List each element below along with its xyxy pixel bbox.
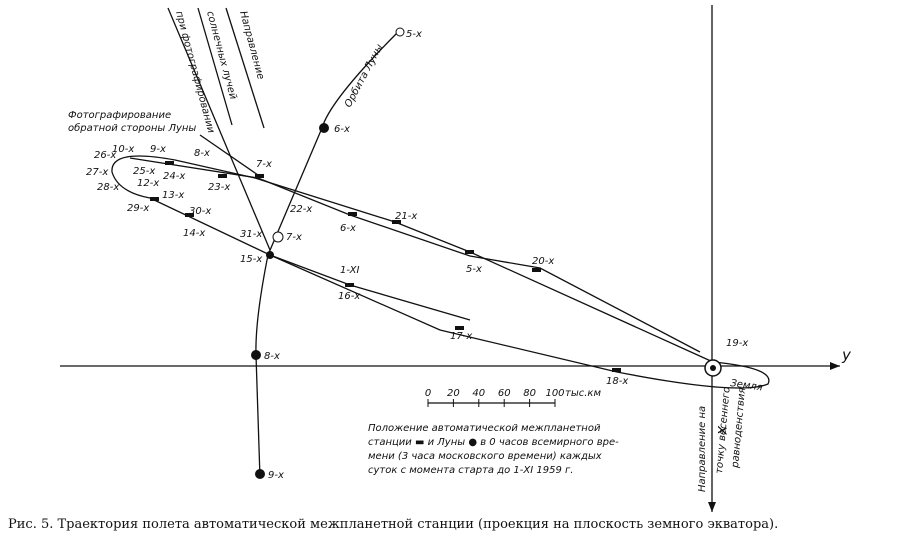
day-label: 27-х — [86, 167, 108, 178]
trajectory — [129, 157, 701, 353]
moon-day: 7-х — [286, 232, 302, 243]
moon-orbit — [255, 29, 401, 479]
day-label: 20-х — [532, 256, 554, 267]
moon — [272, 231, 284, 243]
day-label: 29-х — [127, 203, 149, 214]
scale-label: 20 — [447, 388, 460, 399]
note: мени (3 часа московского времени) каждых — [368, 451, 602, 462]
day-label: 25-х — [133, 166, 155, 177]
day-label: 5-х — [466, 264, 482, 275]
arrow — [225, 7, 265, 129]
day-label: 17-х — [450, 331, 472, 342]
day-label: 7-х — [256, 159, 272, 170]
day-label: 12-х — [137, 178, 159, 189]
note: станции ▬ и Луны ● в 0 часов всемирного … — [368, 437, 619, 448]
day-label: 14-х — [183, 228, 205, 239]
moon-day: 8-х — [264, 351, 280, 362]
photo-label: обратной стороны Луны — [68, 122, 196, 134]
station — [266, 251, 274, 259]
arrow — [197, 7, 233, 126]
day-label: 10-х — [112, 144, 134, 155]
day-label: 18-х — [606, 376, 628, 387]
station-labels: 26-х 10-х 9-х 8-х 7-х 27-х 25-х 24-х 23-… — [86, 144, 748, 387]
leader — [199, 134, 259, 176]
moon-orbit-label: Орбита Луны — [342, 42, 385, 109]
arrow — [830, 362, 840, 370]
scale-label: 60 — [498, 388, 511, 399]
note: Положение автоматической межпланетной — [368, 423, 601, 434]
y-label: y — [841, 346, 852, 364]
day-label: 19-х — [726, 338, 748, 349]
scale-label: 0 — [425, 388, 431, 399]
trajectory — [269, 254, 471, 321]
day-label: 28-х — [97, 182, 119, 193]
photo-label: Фотографирование — [68, 110, 171, 121]
day-label: 30-х — [189, 206, 211, 217]
caption: Рис. 5. Траектория полета автоматической… — [8, 517, 778, 532]
scale-bar: 0 20 40 60 80 100 тыс.км — [425, 388, 601, 407]
equinox-label: равноденствия — [730, 387, 748, 469]
day-label: 24-х — [163, 171, 185, 182]
moon — [395, 27, 405, 37]
scale-label: 100 — [545, 388, 564, 399]
arrow — [167, 7, 271, 251]
sun-label: Направление — [237, 10, 266, 81]
arrow — [708, 502, 716, 512]
equinox-label: Направление на — [697, 406, 708, 492]
moon-day: 5-х — [406, 29, 422, 40]
moon-day: 6-х — [334, 124, 350, 135]
scale-label: 40 — [472, 388, 485, 399]
earth — [710, 365, 716, 371]
moon — [255, 469, 265, 479]
day-label: 16-х — [338, 291, 360, 302]
earth-label: Земля — [730, 378, 764, 393]
day-label: 21-х — [395, 211, 417, 222]
moon-day: 9-х — [268, 470, 284, 481]
note: суток с момента старта до 1-XI 1959 г. — [368, 465, 573, 476]
trajectory — [111, 155, 770, 389]
day-label: 22-х — [290, 204, 312, 215]
x-label: x — [714, 425, 732, 435]
day-label: 8-х — [194, 148, 210, 159]
moon — [319, 123, 329, 133]
day-label: 1-XI — [340, 265, 359, 276]
day-label: 13-х — [162, 190, 184, 201]
day-label: 6-х — [340, 223, 356, 234]
scale-label: 80 — [523, 388, 536, 399]
day-label: 26-х — [94, 150, 116, 161]
day-label: 9-х — [150, 144, 166, 155]
day-label: 23-х — [208, 182, 230, 193]
day-label: 31-х — [240, 229, 262, 240]
scale-unit: тыс.км — [565, 388, 601, 399]
station-marks — [150, 161, 621, 372]
day-label: 15-х — [240, 254, 262, 265]
moon — [251, 350, 261, 360]
